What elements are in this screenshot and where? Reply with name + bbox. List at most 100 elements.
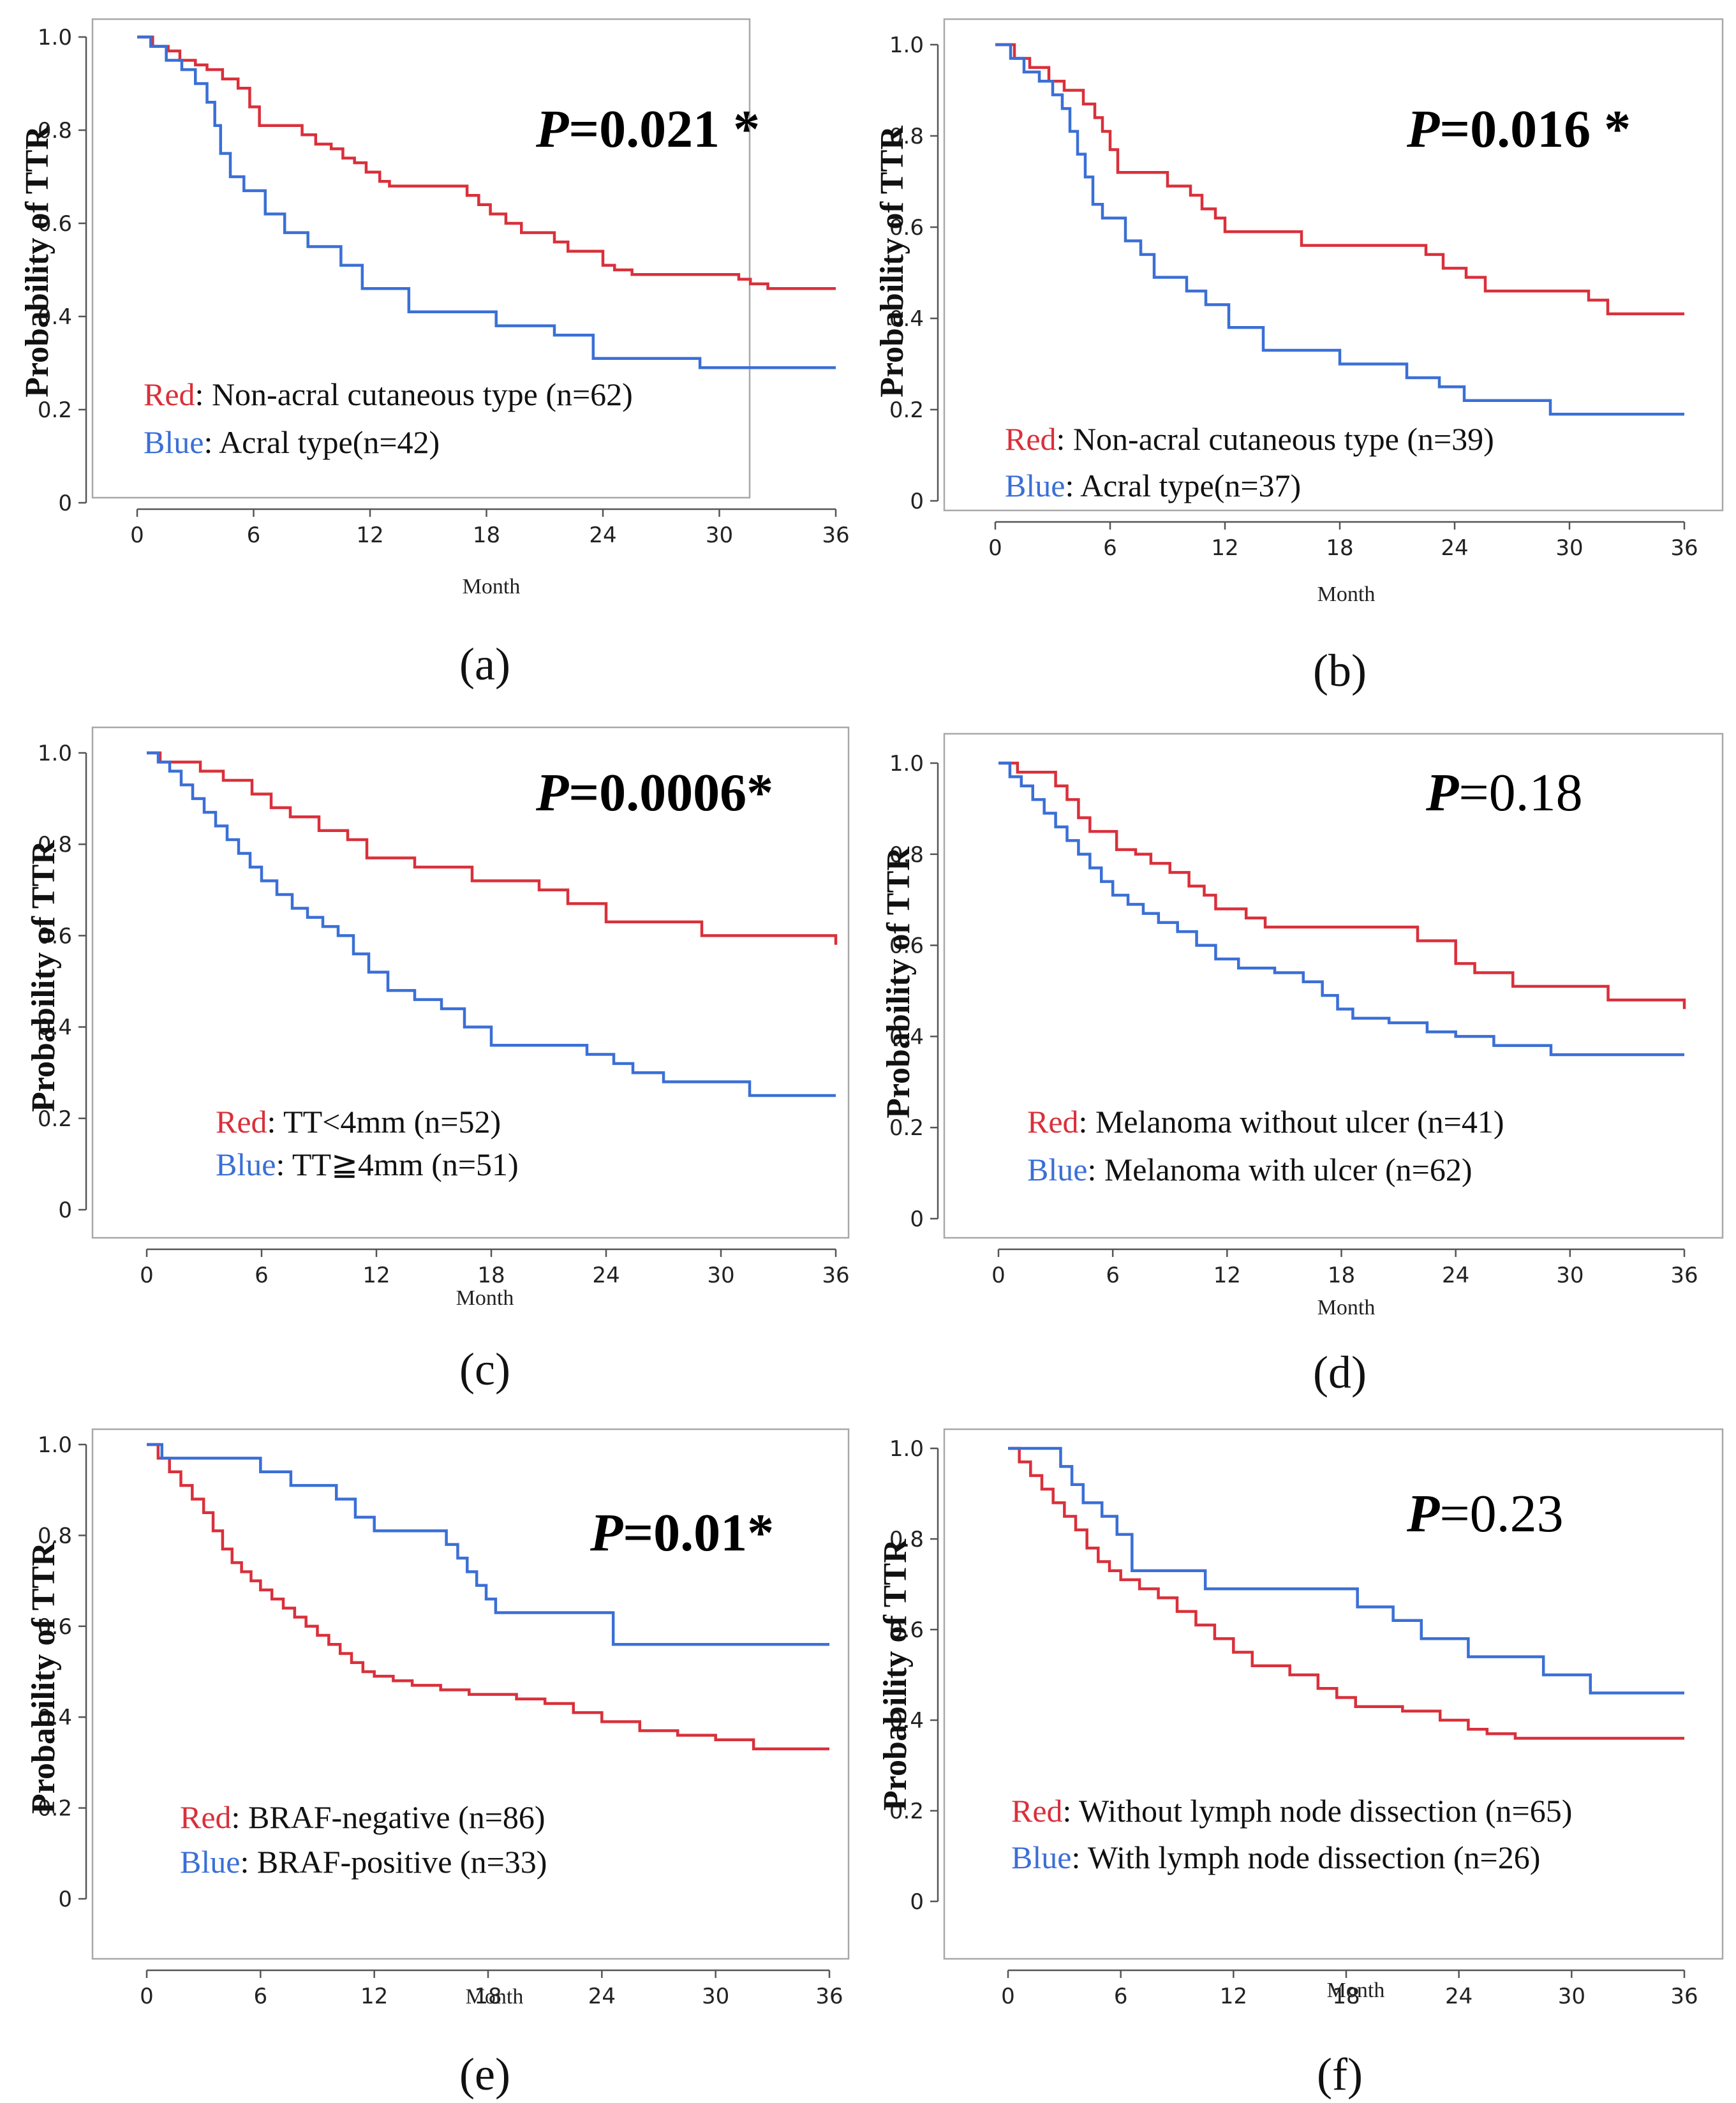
p-value-text: =0.18 (1458, 763, 1582, 822)
p-value-symbol: P (535, 100, 569, 159)
legend-entry: Red: TT<4mm (n=52) (216, 1104, 501, 1140)
x-tick-label: 36 (1670, 1263, 1698, 1288)
x-tick-label: 18 (477, 1263, 505, 1288)
y-tick-label: 1.0 (38, 25, 72, 50)
x-tick-label: 18 (1332, 1984, 1360, 2009)
x-tick-label: 6 (247, 523, 261, 548)
legend-entry: Red: Non-acral cutaneous type (n=62) (144, 376, 633, 412)
legend-color-name: Blue (144, 424, 204, 460)
x-axis-label: Month (456, 1286, 514, 1310)
series-line-red (137, 35, 836, 290)
legend-color-name: Red (144, 376, 195, 412)
x-tick-label: 24 (592, 1263, 619, 1288)
legend-color-name: Blue (1011, 1839, 1071, 1875)
p-value-text: =0.23 (1439, 1484, 1563, 1543)
x-tick-label: 18 (1326, 535, 1353, 561)
x-axis-label: Month (1317, 1296, 1376, 1319)
series-line-red (147, 1443, 829, 1751)
series-line-red (995, 43, 1684, 316)
x-tick-label: 24 (1445, 1984, 1473, 2009)
y-tick-label: 0 (910, 1889, 924, 1915)
x-tick-label: 6 (255, 1263, 269, 1288)
x-tick-label: 12 (362, 1263, 390, 1288)
y-tick-label: 0.6 (889, 215, 924, 241)
p-value: P=0.01* (590, 1503, 774, 1563)
panel-label: (b) (1313, 645, 1367, 696)
y-axis-label: Probability of TTR (874, 125, 910, 398)
series-line-red (1008, 1446, 1684, 1740)
legend-color-name: Red (1027, 1104, 1079, 1140)
y-axis-label: Probability of TTR (26, 840, 62, 1112)
y-tick-label: 0.8 (38, 832, 72, 858)
legend-label: : TT<4mm (n=52) (267, 1104, 501, 1140)
legend-entry: Red: Non-acral cutaneous type (n=39) (1005, 421, 1494, 457)
x-tick-label: 0 (130, 523, 144, 548)
y-tick-label: 0 (910, 1207, 924, 1232)
y-tick-label: 0.2 (889, 1115, 924, 1141)
y-axis-label: Probability of TTR (880, 846, 917, 1118)
legend-label: : Melanoma with ulcer (n=62) (1087, 1152, 1472, 1187)
chart-panel-1: 0 6 12 18 24 30 36 0 0.2 0.4 0.6 0.8 1.0 Month Probabi… (874, 18, 1724, 696)
y-tick-label: 0.4 (889, 1708, 924, 1734)
x-tick-label: 12 (1213, 1263, 1241, 1288)
y-tick-label: 0.8 (889, 842, 924, 868)
y-axis-label: Probability of TTR (26, 1542, 62, 1814)
y-tick-label: 0.4 (38, 304, 72, 330)
series-line-red (147, 751, 838, 945)
series-line-red (998, 761, 1686, 1009)
legend-color-name: Blue (180, 1844, 240, 1880)
legend-label: : BRAF-negative (n=86) (232, 1799, 545, 1835)
y-tick-label: 0.8 (38, 118, 72, 144)
y-tick-label: 0.4 (38, 1705, 72, 1730)
legend-entry: Red: Without lymph node dissection (n=65… (1011, 1793, 1572, 1829)
x-tick-label: 30 (1558, 1984, 1585, 2009)
panel-label: (c) (459, 1344, 510, 1395)
series-line-blue (1008, 1446, 1684, 1695)
legend-color-name: Red (216, 1104, 267, 1140)
legend-label: : BRAF-positive (n=33) (240, 1844, 547, 1880)
chart-panel-2: 0 6 12 18 24 30 36 0 0.2 0.4 0.6 0.8 1.0 Month Probabi… (26, 726, 850, 1395)
y-tick-label: 0.2 (38, 1106, 72, 1132)
x-tick-label: 0 (140, 1263, 154, 1288)
y-tick-label: 1.0 (889, 1436, 924, 1462)
y-tick-label: 1.0 (38, 741, 72, 766)
x-tick-label: 30 (1556, 1263, 1584, 1288)
p-value-symbol: P (1406, 100, 1440, 159)
y-tick-label: 0 (58, 491, 72, 516)
x-tick-label: 18 (473, 523, 500, 548)
y-tick-label: 0.2 (889, 1799, 924, 1824)
x-axis-label: Month (463, 575, 521, 598)
x-tick-label: 0 (1001, 1984, 1015, 2009)
panel-label: (a) (459, 639, 510, 690)
panel-label: (f) (1317, 2049, 1363, 2100)
x-tick-label: 6 (1103, 535, 1117, 561)
legend-entry: Blue: Melanoma with ulcer (n=62) (1027, 1152, 1472, 1187)
y-tick-label: 0.2 (889, 398, 924, 423)
x-tick-label: 6 (1114, 1984, 1128, 2009)
y-tick-label: 0.6 (889, 1617, 924, 1643)
plot-frame (91, 1428, 850, 1960)
x-axis-label: Month (1327, 1979, 1385, 2002)
p-value-text: =0.01* (623, 1503, 774, 1563)
y-tick-label: 0.4 (889, 306, 924, 332)
p-value-symbol: P (590, 1503, 623, 1563)
x-tick-label: 12 (356, 523, 383, 548)
legend-entry: Blue: Acral type(n=42) (144, 424, 440, 460)
p-value-symbol: P (1406, 1484, 1440, 1543)
p-value-text: =0.0006* (568, 763, 773, 822)
legend-label: : Non-acral cutaneous type (n=39) (1057, 421, 1494, 457)
series-line-blue (147, 751, 836, 1097)
x-tick-label: 30 (1555, 535, 1583, 561)
panel-label: (e) (459, 2049, 510, 2100)
p-value-text: =0.016 * (1439, 100, 1631, 159)
x-axis-label: Month (466, 1985, 524, 2009)
p-value: P=0.23 (1406, 1484, 1564, 1543)
legend-color-name: Blue (1005, 468, 1065, 503)
x-tick-label: 0 (991, 1263, 1005, 1288)
y-tick-label: 1.0 (889, 33, 924, 58)
legend-label: : With lymph node dissection (n=26) (1071, 1839, 1540, 1875)
y-tick-label: 0.6 (889, 933, 924, 959)
x-tick-label: 18 (474, 1984, 501, 2009)
y-axis-label: Probability of TTR (19, 125, 56, 398)
